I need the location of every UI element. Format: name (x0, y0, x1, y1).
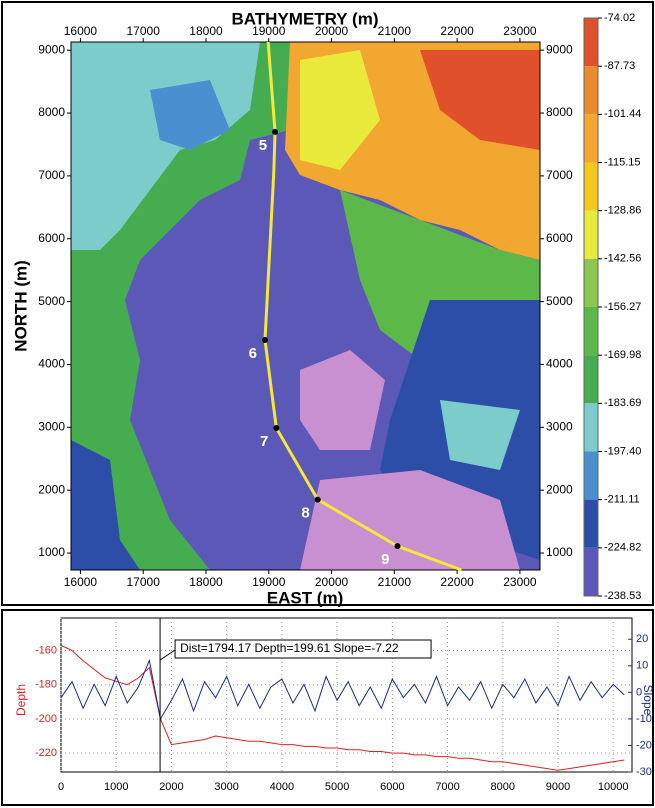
x-tick-label: 3000 (214, 781, 238, 793)
y-tick-label: 7000 (38, 168, 65, 182)
colorbar-label: -156.27 (604, 301, 641, 313)
colorbar-band (584, 163, 598, 211)
colorbar-label: -128.86 (604, 205, 641, 217)
waypoint (273, 425, 279, 431)
y2-tick-label: 10 (636, 660, 648, 672)
y-tick-label: 9000 (546, 42, 573, 56)
y-tick-label: 6000 (38, 231, 65, 245)
colorbar-band (584, 500, 598, 548)
y-tick-label: -200 (35, 713, 57, 725)
y-tick-label: 8000 (38, 105, 65, 119)
x-tick-label: 19000 (252, 24, 286, 38)
y-tick-label: 3000 (38, 419, 65, 433)
page: BATHYMETRY (m) EAST (m) NORTH (m) 160001… (0, 0, 655, 808)
cursor-label: Dist=1794.17 Depth=199.61 Slope=-7.22 (180, 641, 399, 655)
x-tick-label: 19000 (252, 575, 286, 589)
y-tick-label: -220 (35, 747, 57, 759)
colorbar-label: -74.02 (604, 12, 635, 24)
x-tick-label: 23000 (503, 575, 537, 589)
waypoint-label: 5 (259, 137, 267, 154)
x-tick-label: 1000 (104, 781, 128, 793)
colorbar-label: -87.73 (604, 60, 635, 72)
colorbar-label: -142.56 (604, 253, 641, 265)
x-tick-label: 9000 (546, 781, 570, 793)
y-tick-label: 8000 (546, 105, 573, 119)
y-axis-label: Depth (14, 684, 28, 716)
profile-panel (2, 610, 653, 805)
y-tick-label: 1000 (546, 545, 573, 559)
x-tick-label: 7000 (435, 781, 459, 793)
x-tick-label: 21000 (378, 24, 412, 38)
waypoint (315, 497, 321, 503)
colorbar-band (584, 114, 598, 162)
colorbar-band (584, 259, 598, 307)
colorbar-label: -169.98 (604, 349, 641, 361)
colorbar-label: -197.40 (604, 445, 641, 457)
y2-tick-label: -30 (636, 766, 652, 778)
colorbar-band (584, 451, 598, 499)
x-tick-label: 18000 (189, 24, 223, 38)
x-tick-label: 17000 (127, 24, 161, 38)
x-tick-label: 16000 (64, 575, 98, 589)
waypoint-label: 7 (260, 433, 268, 450)
y-tick-label: 4000 (546, 357, 573, 371)
colorbar-label: -115.15 (604, 156, 641, 168)
y-tick-label: 5000 (38, 294, 65, 308)
waypoint-label: 9 (381, 551, 389, 568)
colorbar-band (584, 355, 598, 403)
y2-tick-label: 20 (636, 633, 648, 645)
colorbar-label: -211.11 (604, 494, 640, 506)
y-tick-label: 4000 (38, 357, 65, 371)
x-tick-label: 8000 (491, 781, 515, 793)
waypoint-label: 8 (301, 505, 309, 522)
y-tick-label: 2000 (546, 482, 573, 496)
y-tick-label: 2000 (38, 482, 65, 496)
waypoint (262, 337, 268, 343)
waypoint-label: 6 (249, 345, 257, 362)
y2-tick-label: -20 (636, 739, 652, 751)
x-tick-label: 21000 (378, 575, 412, 589)
y-tick-label: 6000 (546, 231, 573, 245)
x-tick-label: 22000 (440, 24, 474, 38)
colorbar-band (584, 548, 598, 596)
colorbar-band (584, 307, 598, 355)
y-tick-label: 3000 (546, 419, 573, 433)
colorbar-band (584, 18, 598, 66)
x-tick-label: 16000 (64, 24, 98, 38)
waypoint (272, 129, 278, 135)
x-tick-label: 0 (58, 781, 64, 793)
x-tick-label: 4000 (270, 781, 294, 793)
y2-axis-label: Slope (641, 685, 655, 716)
x-tick-label: 5000 (325, 781, 349, 793)
x-tick-label: 23000 (503, 24, 537, 38)
x-tick-label: 18000 (189, 575, 223, 589)
x-tick-label: 20000 (315, 575, 349, 589)
x-tick-label: 10000 (598, 781, 629, 793)
y-tick-label: 5000 (546, 294, 573, 308)
colorbar-band (584, 403, 598, 451)
colorbar-label: -238.53 (604, 590, 641, 602)
y-axis-label: NORTH (m) (11, 260, 30, 352)
y-tick-label: 9000 (38, 42, 65, 56)
colorbar-band (584, 66, 598, 114)
x-tick-label: 17000 (127, 575, 161, 589)
waypoint (394, 543, 400, 549)
x-tick-label: 20000 (315, 24, 349, 38)
colorbar-label: -101.44 (604, 108, 641, 120)
y-tick-label: -160 (35, 644, 57, 656)
colorbar-label: -183.69 (604, 397, 641, 409)
colorbar-band (584, 211, 598, 259)
x-tick-label: 22000 (440, 575, 474, 589)
x-tick-label: 6000 (380, 781, 404, 793)
terrain (71, 42, 540, 570)
colorbar-label: -224.82 (604, 542, 641, 554)
y-tick-label: 7000 (546, 168, 573, 182)
y-tick-label: -180 (35, 679, 57, 691)
x-tick-label: 2000 (159, 781, 183, 793)
x-axis-label: EAST (m) (267, 588, 344, 607)
y-tick-label: 1000 (38, 545, 65, 559)
